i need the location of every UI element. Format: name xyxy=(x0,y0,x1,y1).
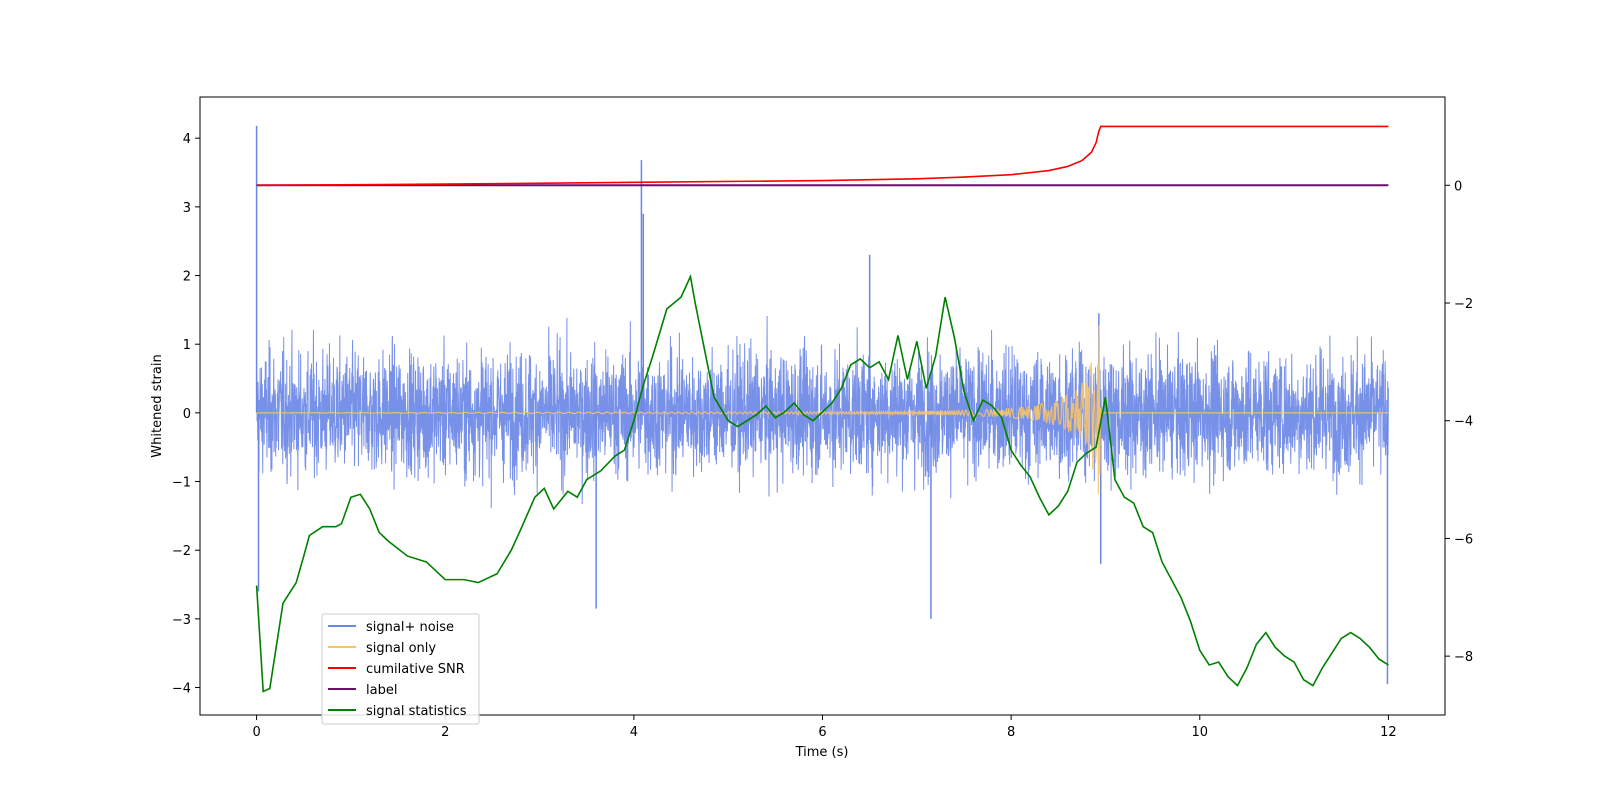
y-axis-left: −4 −3 −2 −1 0 1 2 3 4 xyxy=(172,132,200,697)
x-tick-label: 2 xyxy=(441,725,449,740)
y-axis-right: −8 −6 −4 −2 0 xyxy=(1445,179,1473,665)
y-tick-label: −4 xyxy=(172,682,191,697)
x-axis: 0 2 4 6 8 10 12 xyxy=(252,715,1397,740)
x-tick-label: 0 xyxy=(252,725,260,740)
x-tick-label: 10 xyxy=(1191,725,1208,740)
legend-label-cumulative-snr: cumilative SNR xyxy=(366,662,465,677)
legend-box xyxy=(321,613,480,725)
y2-tick-label: −2 xyxy=(1454,297,1473,312)
plot-area xyxy=(255,125,1389,693)
series-signal-only xyxy=(256,325,1389,495)
legend: signal+ noise signal only cumilative SNR… xyxy=(321,613,480,725)
series-cumulative-snr xyxy=(256,125,1389,187)
y-tick-label: 2 xyxy=(183,270,191,285)
legend-label-signal-noise: signal+ noise xyxy=(366,620,454,635)
x-tick-label: 4 xyxy=(630,725,638,740)
legend-label-signal-statistics: signal statistics xyxy=(366,704,467,719)
x-axis-label: Time (s) xyxy=(795,745,849,760)
y2-tick-label: −4 xyxy=(1454,415,1473,430)
series-signal-statistics xyxy=(255,273,1389,693)
y2-tick-label: 0 xyxy=(1454,179,1462,194)
y-axis-label: Whitened strain xyxy=(150,354,165,457)
y-tick-label: −3 xyxy=(172,613,191,628)
y2-tick-label: −6 xyxy=(1454,532,1473,547)
y-tick-label: 3 xyxy=(183,201,191,216)
y-tick-label: 0 xyxy=(183,407,191,422)
y-tick-label: 4 xyxy=(183,132,191,147)
x-tick-label: 8 xyxy=(1007,725,1015,740)
y2-tick-label: −8 xyxy=(1454,650,1473,665)
legend-label-signal-only: signal only xyxy=(366,641,436,656)
x-tick-label: 12 xyxy=(1380,725,1397,740)
legend-label-label: label xyxy=(366,683,397,698)
series-signal-noise xyxy=(256,316,1389,509)
y-tick-label: 1 xyxy=(183,338,191,353)
x-tick-label: 6 xyxy=(818,725,826,740)
y-tick-label: −1 xyxy=(172,476,191,491)
series-group xyxy=(255,125,1389,693)
y-tick-label: −2 xyxy=(172,544,191,559)
